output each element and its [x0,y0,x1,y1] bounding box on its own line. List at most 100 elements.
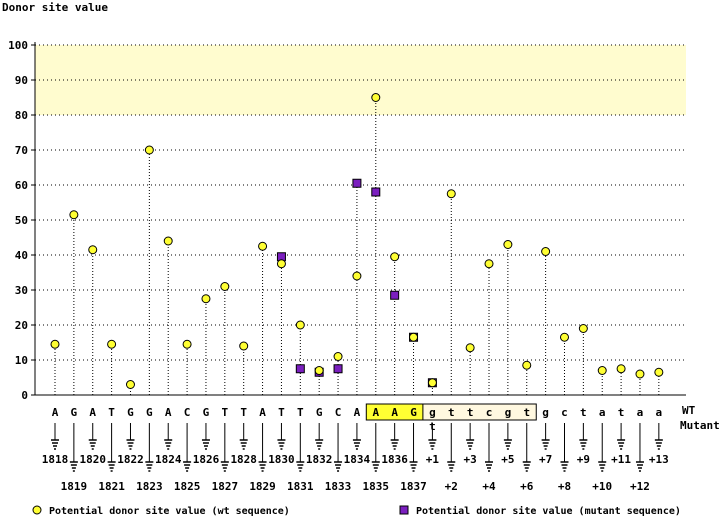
position-label: +10 [592,480,612,493]
base-letter: T [108,406,115,419]
position-label: +7 [539,453,552,466]
base-letter: t [523,406,530,419]
base-letter: T [278,406,285,419]
position-label: +4 [482,480,496,493]
position-label: 1824 [155,453,182,466]
highlight-band [35,45,686,115]
mutant-point [352,178,362,188]
y-tick-label: 60 [15,179,28,192]
position-label: 1821 [98,480,125,493]
y-tick-label: 20 [15,319,28,332]
wt-point [163,236,173,246]
position-label: 1826 [193,453,220,466]
base-letter: G [410,406,417,419]
position-label: +5 [501,453,514,466]
position-label: 1825 [174,480,201,493]
base-letter: G [203,406,210,419]
wt-row-label: WT [682,404,696,417]
wt-point [578,324,588,333]
position-label: 1836 [381,453,408,466]
base-letter: g [505,406,512,419]
base-letter: G [71,406,78,419]
wt-point [465,343,475,353]
wt-point [220,282,230,291]
position-label: +9 [577,453,590,466]
intron-box [422,403,537,421]
position-label: 1832 [306,453,333,466]
wt-point [50,339,60,349]
base-letter: G [146,406,153,419]
mutant-row-label: Mutant [680,419,720,432]
position-label: 1819 [61,480,88,493]
base-letter: a [637,406,644,419]
base-letter: A [354,406,361,419]
wt-point [258,241,268,251]
position-label: +1 [426,453,440,466]
base-letter: C [335,406,342,419]
base-letter: a [599,406,606,419]
position-label: +3 [464,453,477,466]
base-letter: C [184,406,191,419]
position-label: 1827 [212,480,239,493]
wt-point [107,339,117,349]
wt-point [144,145,154,155]
y-tick-label: 80 [15,109,28,122]
base-letter: c [486,406,493,419]
base-letter: c [561,406,568,419]
wt-point [239,341,249,351]
legend-mutant-marker [399,505,409,515]
base-letter: t [580,406,587,419]
y-tick-label: 40 [15,249,28,262]
wt-point [371,93,381,102]
base-letter: A [52,406,59,419]
wt-point [295,320,305,330]
base-letter: G [127,406,134,419]
wt-point [427,378,437,388]
position-label: 1830 [268,453,295,466]
wt-point [276,259,286,269]
base-letter: t [448,406,455,419]
base-letter: T [222,406,229,419]
base-letter: A [372,406,379,419]
base-letter: T [297,406,304,419]
wt-point [182,339,192,349]
position-label: +12 [630,480,650,493]
position-label: +13 [649,453,669,466]
mutant-point [333,364,343,374]
wt-point [314,366,324,375]
wt-point [446,189,456,199]
wt-point [88,245,98,255]
wt-point [541,247,551,256]
base-letter: A [259,406,266,419]
wt-point [409,332,419,342]
wt-point [635,369,645,379]
wt-point [390,252,400,262]
wt-point [522,360,532,370]
mutant-point [371,187,381,197]
wt-point [597,366,607,375]
wt-point [69,210,79,220]
y-tick-label: 90 [15,74,28,87]
y-axis-label: Donor site value [2,1,108,14]
y-tick-label: 30 [15,284,28,297]
base-letter: G [316,406,323,419]
base-letter: t [618,406,625,419]
wt-point [125,380,135,389]
position-label: 1828 [230,453,257,466]
position-label: +8 [558,480,571,493]
wt-point [559,332,569,342]
base-letter: a [656,406,663,419]
wt-point [616,364,626,374]
position-label: 1831 [287,480,314,493]
mutant-point [390,290,400,300]
legend-wt-marker [32,505,42,515]
wt-point [503,240,513,249]
position-label: 1818 [42,453,69,466]
base-letter: A [89,406,96,419]
position-label: +2 [445,480,458,493]
position-label: 1829 [249,480,276,493]
base-letter: t [467,406,474,419]
y-tick-label: 10 [15,354,28,367]
position-label: 1833 [325,480,352,493]
